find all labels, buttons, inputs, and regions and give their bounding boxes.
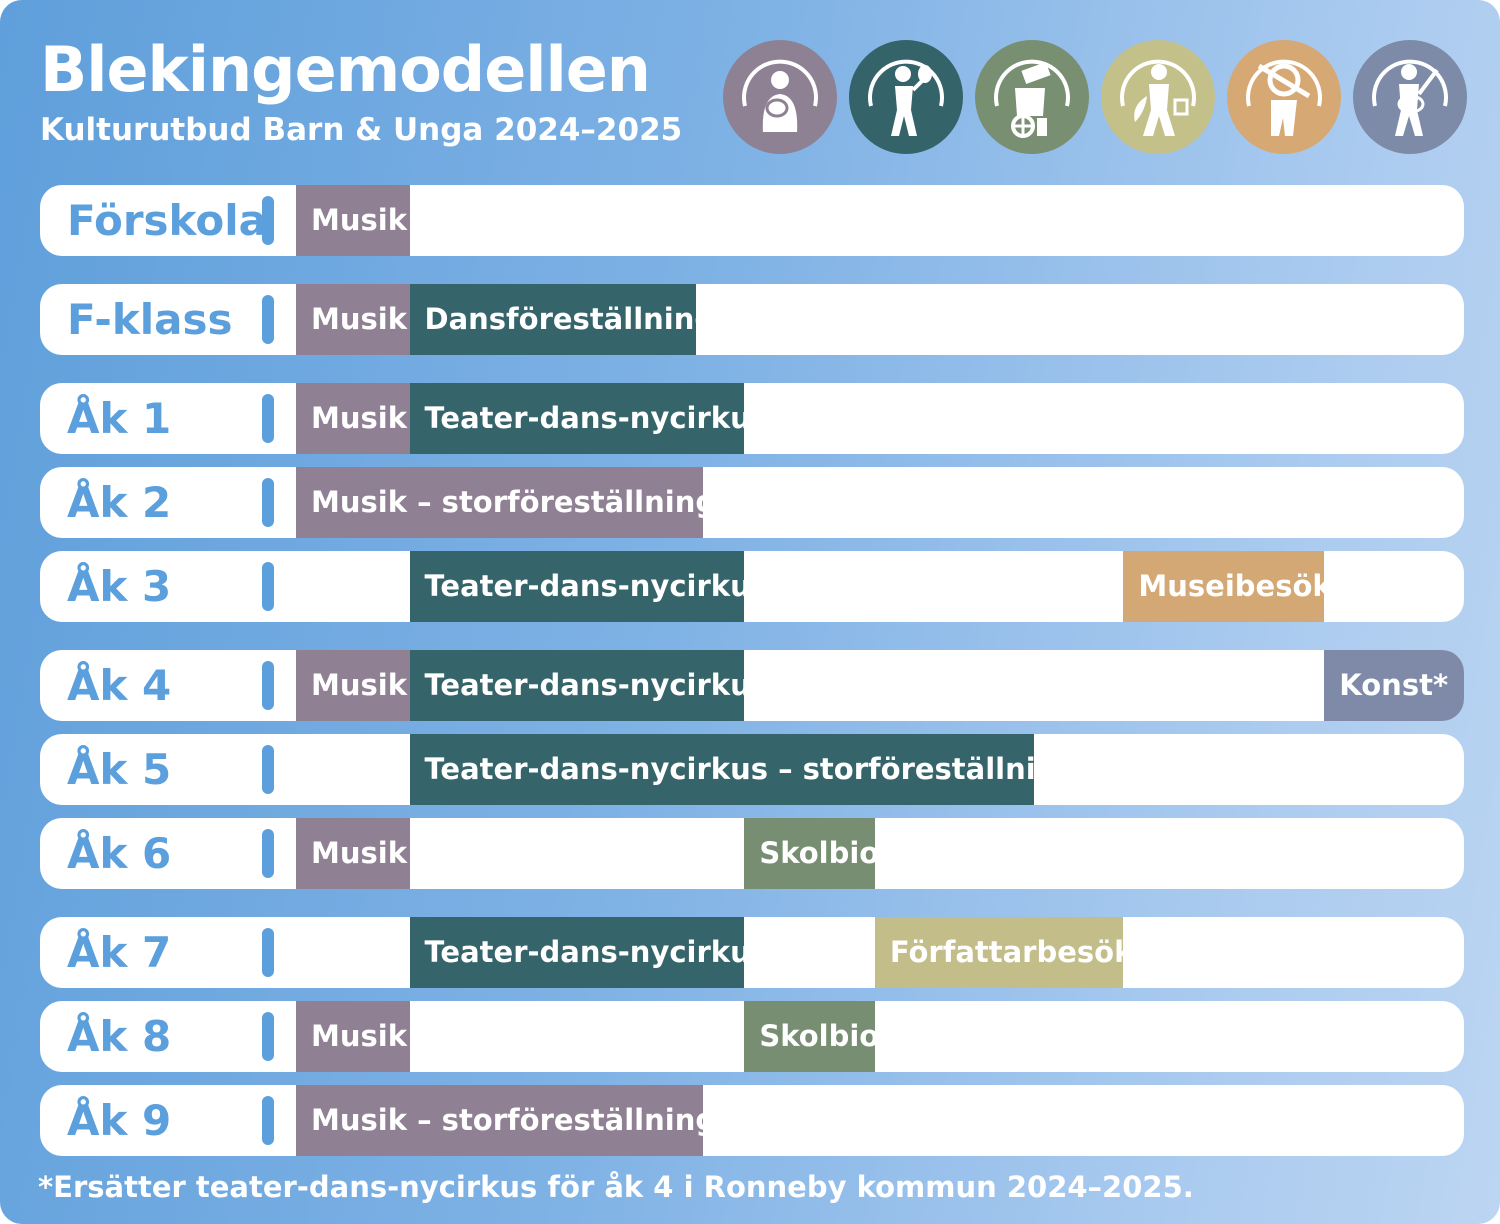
row-divider	[262, 394, 274, 443]
grade-row: Åk 1 Musik Teater-dans-nycirkus	[40, 383, 1464, 454]
grade-label: Åk 8	[67, 1012, 172, 1061]
grade-row: Förskola Musik	[40, 185, 1464, 256]
activity-teater: Teater-dans-nycirkus	[409, 917, 745, 988]
museum-icon	[1227, 40, 1341, 154]
row-divider	[262, 1096, 274, 1145]
activity-musik: Musik	[296, 818, 410, 889]
grade-row: Åk 7 Teater-dans-nycirkus Författarbesök	[40, 917, 1464, 988]
activity-musik: Musik	[296, 383, 410, 454]
footnote: *Ersätter teater-dans-nycirkus för åk 4 …	[38, 1170, 1194, 1204]
row-divider	[262, 562, 274, 611]
grade-label: Åk 7	[67, 928, 172, 977]
row-divider	[262, 829, 274, 878]
grade-label: Åk 1	[67, 394, 172, 443]
activity-teater: Dansföreställning	[409, 284, 696, 355]
row-divider	[262, 478, 274, 527]
grade-row: Åk 3 Teater-dans-nycirkus Museibesök	[40, 551, 1464, 622]
grade-label: Åk 6	[67, 829, 172, 878]
grade-row: Åk 6 Musik Skolbio	[40, 818, 1464, 889]
activity-teater: Teater-dans-nycirkus	[409, 551, 745, 622]
activity-musik: Musik	[296, 1001, 410, 1072]
activity-teater: Teater-dans-nycirkus	[409, 650, 745, 721]
row-divider	[262, 196, 274, 245]
konst-icon	[1353, 40, 1467, 154]
page-title: Blekingemodellen	[40, 33, 651, 106]
film-icon	[975, 40, 1089, 154]
grade-row: F-klass Musik Dansföreställning	[40, 284, 1464, 355]
row-divider	[262, 661, 274, 710]
forfattare-icon	[1101, 40, 1215, 154]
activity-skolbio: Skolbio	[744, 1001, 875, 1072]
row-divider	[262, 928, 274, 977]
row-divider	[262, 745, 274, 794]
grade-label: Förskola	[67, 196, 267, 245]
grade-row: Åk 9 Musik – storföreställning	[40, 1085, 1464, 1156]
grade-label: F-klass	[67, 295, 233, 344]
page-subtitle: Kulturutbud Barn & Unga 2024–2025	[40, 112, 683, 148]
grade-label: Åk 4	[67, 661, 172, 710]
activity-skolbio: Skolbio	[744, 818, 875, 889]
activity-musik: Musik	[296, 185, 410, 256]
grade-row: Åk 5 Teater-dans-nycirkus – storföreställ…	[40, 734, 1464, 805]
activity-musik: Musik	[296, 284, 410, 355]
grade-row: Åk 4 Musik Teater-dans-nycirkus Konst*	[40, 650, 1464, 721]
row-divider	[262, 295, 274, 344]
row-divider	[262, 1012, 274, 1061]
grade-row: Åk 2 Musik – storföreställning	[40, 467, 1464, 538]
grade-label: Åk 2	[67, 478, 172, 527]
teater-icon	[849, 40, 963, 154]
grade-row: Åk 8 Musik Skolbio	[40, 1001, 1464, 1072]
activity-forfattare: Författarbesök	[874, 917, 1124, 988]
musik-icon	[723, 40, 837, 154]
activity-musik: Musik – storföreställning	[296, 467, 704, 538]
activity-musik: Musik	[296, 650, 410, 721]
grade-label: Åk 9	[67, 1096, 172, 1145]
grade-label: Åk 5	[67, 745, 172, 794]
activity-konst: Konst*	[1324, 650, 1464, 721]
activity-teater: Teater-dans-nycirkus	[409, 383, 745, 454]
activity-teater: Teater-dans-nycirkus – storföreställning	[409, 734, 1034, 805]
activity-museum: Museibesök	[1123, 551, 1325, 622]
activity-musik: Musik – storföreställning	[296, 1085, 704, 1156]
grade-label: Åk 3	[67, 562, 172, 611]
